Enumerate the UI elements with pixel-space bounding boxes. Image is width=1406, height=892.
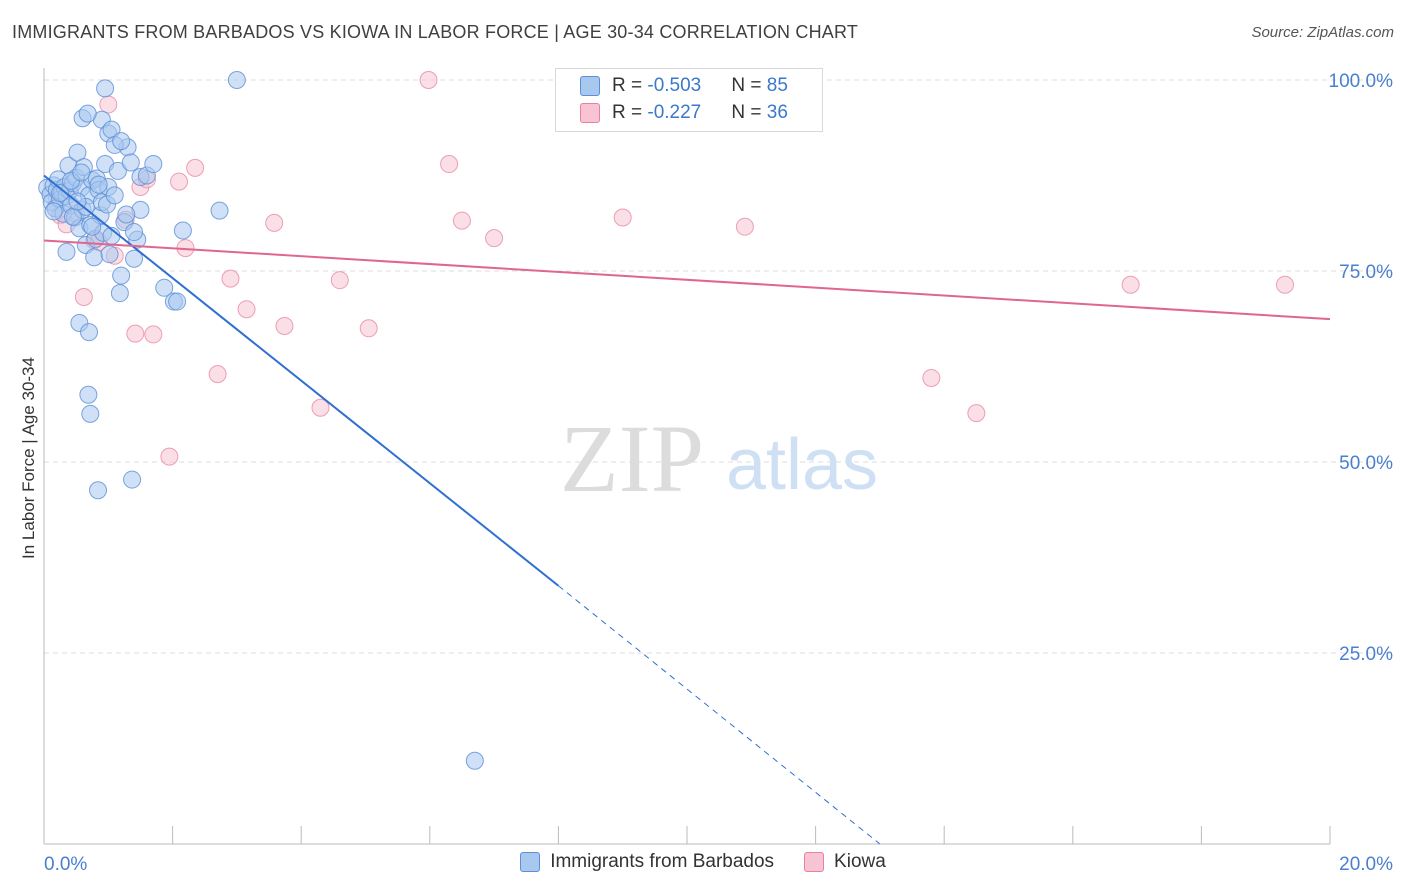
kiowa-point bbox=[1121, 275, 1140, 294]
barbados-point bbox=[72, 163, 91, 182]
barbados-point bbox=[83, 217, 102, 236]
barbados-point bbox=[121, 153, 140, 172]
legend-label-kiowa: Kiowa bbox=[834, 851, 886, 872]
kiowa-point bbox=[126, 324, 145, 343]
barbados-point bbox=[123, 470, 142, 489]
kiowa-point bbox=[485, 229, 504, 248]
barbados-point bbox=[79, 385, 98, 404]
legend-item-kiowa[interactable]: Kiowa bbox=[804, 851, 886, 873]
y-tick-label: 100.0% bbox=[1329, 71, 1394, 92]
n-label: N = bbox=[731, 75, 767, 96]
chart-title: IMMIGRANTS FROM BARBADOS VS KIOWA IN LAB… bbox=[12, 22, 859, 42]
kiowa-point bbox=[186, 158, 205, 177]
trend-lines bbox=[43, 174, 1331, 845]
kiowa-legend-swatch bbox=[804, 852, 825, 872]
barbados-point bbox=[125, 223, 144, 242]
barbados-point bbox=[125, 249, 144, 268]
kiowa-point bbox=[208, 365, 227, 384]
y-tick-label: 75.0% bbox=[1339, 262, 1393, 283]
kiowa-point bbox=[440, 155, 459, 174]
y-axis-label: In Labor Force | Age 30-34 bbox=[19, 357, 38, 559]
barbados-point bbox=[100, 245, 119, 264]
r-label: R = bbox=[612, 102, 648, 123]
n-value: 85 bbox=[766, 75, 788, 96]
barbados-legend-swatch bbox=[520, 852, 541, 872]
kiowa-point bbox=[419, 71, 438, 89]
barbados-point bbox=[57, 242, 76, 261]
kiowa-point bbox=[735, 217, 754, 236]
barbados-point bbox=[227, 71, 246, 89]
barbados-trend-extension bbox=[558, 585, 881, 845]
kiowa-point bbox=[922, 368, 941, 387]
gridlines bbox=[44, 79, 1390, 654]
source-label: Source: ZipAtlas.com bbox=[1251, 24, 1394, 41]
kiowa-point bbox=[74, 287, 93, 306]
r-value: -0.227 bbox=[647, 102, 702, 123]
y-tick-label: 50.0% bbox=[1339, 453, 1393, 474]
kiowa-point bbox=[311, 398, 330, 417]
barbados-point bbox=[89, 175, 108, 194]
barbados-point bbox=[51, 184, 70, 203]
r-label: R = bbox=[612, 75, 648, 96]
barbados-points bbox=[38, 71, 484, 770]
barbados-point bbox=[144, 155, 163, 174]
kiowa-point bbox=[359, 319, 378, 338]
kiowa-point bbox=[967, 404, 986, 423]
barbados-point bbox=[96, 79, 115, 98]
kiowa-point bbox=[170, 172, 189, 191]
kiowa-point bbox=[452, 211, 471, 230]
barbados-point bbox=[105, 186, 124, 205]
barbados-point bbox=[168, 292, 187, 311]
barbados-point bbox=[81, 404, 100, 423]
kiowa-point bbox=[265, 213, 284, 232]
barbados-point bbox=[117, 205, 136, 224]
stats-legend-row-kiowa: R = -0.227 N = 36 bbox=[580, 100, 788, 126]
series-legend: Immigrants from Barbados Kiowa bbox=[0, 851, 1406, 873]
barbados-point bbox=[44, 202, 63, 221]
watermark-atlas: atlas bbox=[726, 425, 878, 505]
barbados-point bbox=[112, 132, 131, 151]
n-value: 36 bbox=[766, 102, 788, 123]
barbados-point bbox=[173, 221, 192, 240]
barbados-point bbox=[210, 201, 229, 220]
barbados-swatch bbox=[580, 76, 600, 96]
stats-legend: R = -0.503 N = 85 R = -0.227 N = 36 bbox=[555, 68, 823, 132]
r-value: -0.503 bbox=[647, 75, 702, 96]
barbados-point bbox=[112, 266, 131, 285]
x-tick-label: 0.0% bbox=[44, 854, 87, 875]
barbados-trend-line bbox=[43, 174, 560, 587]
barbados-point bbox=[89, 481, 108, 500]
legend-label-barbados: Immigrants from Barbados bbox=[550, 851, 775, 872]
kiowa-point bbox=[330, 271, 349, 290]
kiowa-point bbox=[1275, 275, 1294, 294]
legend-item-barbados[interactable]: Immigrants from Barbados bbox=[520, 851, 774, 873]
kiowa-point bbox=[221, 269, 240, 288]
kiowa-point bbox=[613, 208, 632, 227]
barbados-point bbox=[155, 278, 174, 297]
kiowa-point bbox=[144, 325, 163, 344]
kiowa-point bbox=[99, 95, 118, 114]
barbados-point bbox=[85, 248, 104, 267]
stats-legend-row-barbados: R = -0.503 N = 85 bbox=[580, 73, 788, 99]
kiowa-point bbox=[237, 300, 256, 319]
watermark-zip: ZIP bbox=[560, 405, 704, 512]
watermark: ZIP atlas bbox=[560, 405, 878, 512]
barbados-point bbox=[78, 104, 97, 123]
barbados-point bbox=[108, 161, 127, 180]
y-tick-label: 25.0% bbox=[1339, 644, 1393, 665]
tick-labels: 25.0% 50.0% 75.0% 100.0% 0.0% 20.0% bbox=[44, 71, 1393, 875]
kiowa-trend-line bbox=[43, 239, 1331, 321]
x-tick-label: 20.0% bbox=[1339, 854, 1393, 875]
kiowa-point bbox=[275, 317, 294, 336]
barbados-point bbox=[80, 323, 99, 342]
barbados-point bbox=[110, 284, 129, 303]
kiowa-swatch bbox=[580, 103, 600, 123]
kiowa-point bbox=[160, 447, 179, 466]
barbados-point bbox=[465, 751, 484, 770]
n-label: N = bbox=[731, 102, 767, 123]
